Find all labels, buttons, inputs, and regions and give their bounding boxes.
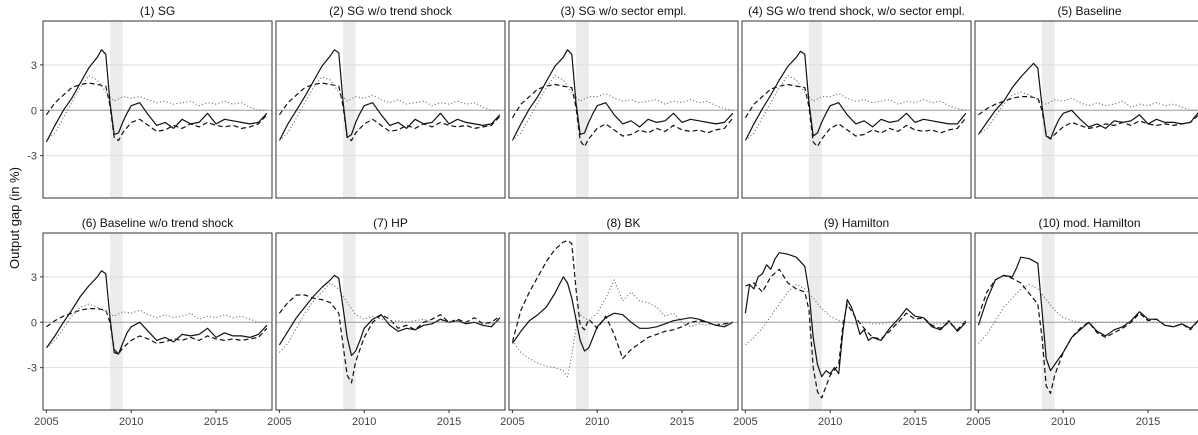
facet-panel: (9) Hamilton 2005 2010 2015 [733,216,972,428]
series-line-solid [511,276,734,352]
series-line-dashed [745,268,967,399]
recession-shading [576,233,589,410]
panel-title: (1) SG [140,4,175,18]
recession-shading [343,21,356,198]
series-line-solid [744,50,967,141]
x-tick-label: 2005 [966,416,990,428]
panel-title: (9) Hamilton [824,216,889,230]
x-tick-label: 2005 [34,416,58,428]
series-line-dashed [744,83,967,148]
series-line-dotted [512,74,734,141]
series-line-solid [977,256,1198,372]
facet-panel: (7) HP 2005 2010 2015 [267,216,506,428]
series-line-solid [45,49,268,143]
panel-border [275,232,506,411]
x-tick-label: 2005 [267,416,291,428]
panel-title: (10) mod. Hamilton [1038,216,1140,230]
facet-panel: (10) mod. Hamilton 2005 2010 2015 [966,216,1198,428]
recession-shading [1042,21,1055,198]
panel-border [508,20,739,199]
x-tick-label: 2010 [352,416,376,428]
x-tick-label: 2015 [670,416,694,428]
series-line-dotted [745,283,966,346]
recession-shading [576,21,589,198]
series-line-dotted [978,91,1198,135]
panel-title: (8) BK [606,216,640,230]
panel-title: (3) SG w/o sector empl. [560,4,686,18]
y-tick-label: 0 [31,317,37,329]
recession-shading [809,21,822,198]
series-line-dotted [511,279,734,378]
panel-border [275,20,506,199]
series-line-dashed [511,83,734,148]
series-line-dashed [278,294,501,384]
series-line-dashed [511,240,734,360]
panel-border [508,232,739,411]
facet-panel: (4) SG w/o trend shock, w/o sector empl. [741,4,972,199]
panel-border [974,20,1198,199]
panel-border [974,232,1198,411]
facet-panel: (3) SG w/o sector empl. [508,4,739,199]
x-tick-label: 2015 [437,416,461,428]
facet-panel: (6) Baseline w/o trend shock 3 0 -3 2005 2010… [27,216,273,428]
facet-panel: (2) SG w/o trend shock [275,4,506,199]
y-tick-label: 3 [31,60,37,72]
series-line-solid [45,270,268,355]
x-tick-label: 2010 [818,416,842,428]
panel-border [741,20,972,199]
x-tick-label: 2010 [585,416,609,428]
recession-shading [110,21,123,198]
x-tick-label: 2010 [1051,416,1075,428]
panel-border [741,232,972,411]
series-line-dashed [977,274,1198,394]
x-tick-label: 2010 [119,416,143,428]
series-line-dotted [978,283,1198,344]
series-line-solid [278,274,501,357]
facet-panel: (5) Baseline [974,4,1198,199]
panel-border [42,232,273,411]
recession-shading [110,233,123,410]
series-line-dotted [279,76,500,141]
panel-title: (4) SG w/o trend shock, w/o sector empl. [748,4,965,18]
series-line-dotted [46,303,267,349]
y-tick-label: -3 [27,151,37,163]
recession-shading [809,233,822,410]
x-tick-label: 2015 [903,416,927,428]
x-tick-label: 2015 [204,416,228,428]
y-tick-label: 0 [31,105,37,117]
x-tick-label: 2015 [1136,416,1160,428]
series-line-dotted [278,282,501,353]
series-line-dotted [745,74,967,141]
y-axis-label: Output gap (in %) [7,167,22,269]
panel-title: (7) HP [373,216,408,230]
panel-title: (6) Baseline w/o trend shock [82,216,234,230]
series-line-dashed [46,308,268,355]
y-tick-label: 3 [31,272,37,284]
x-tick-label: 2005 [500,416,524,428]
facet-panel: (1) SG 3 0 -3 [27,4,273,199]
x-tick-label: 2005 [733,416,757,428]
panel-border [42,20,273,199]
series-line-solid [278,49,501,141]
series-line-dashed [45,82,268,142]
series-line-solid [977,62,1198,140]
series-line-solid [744,252,967,378]
series-line-dotted [46,74,267,141]
panel-title: (5) Baseline [1057,4,1121,18]
facet-panel: (8) BK 2005 2010 2015 [500,216,739,428]
series-line-dashed [978,96,1198,140]
series-line-dashed [278,82,501,142]
series-line-solid [511,49,734,141]
y-tick-label: -3 [27,363,37,375]
panel-title: (2) SG w/o trend shock [329,4,453,18]
